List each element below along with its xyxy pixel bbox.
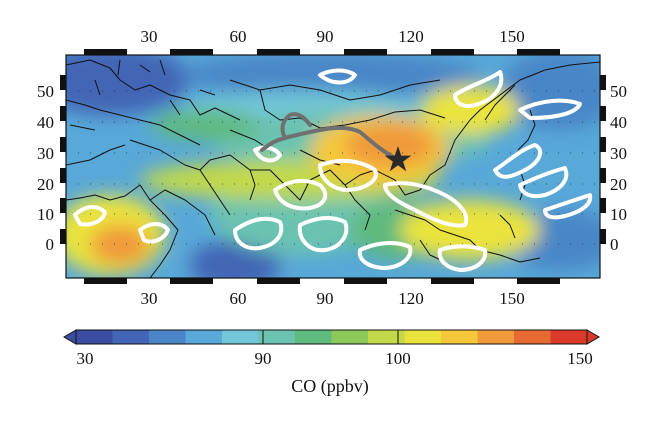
colorbar-ticks <box>262 330 399 344</box>
map-frame <box>65 54 601 279</box>
bottom-x-tick-label: 150 <box>499 289 525 308</box>
colorbar-segment <box>112 330 150 344</box>
colorbar-left-arrow <box>63 329 77 345</box>
bottom-x-tick-label: 90 <box>317 289 334 308</box>
top-x-tick-label: 150 <box>499 27 525 46</box>
bottom-x-tick-label: 60 <box>230 289 247 308</box>
top-x-tick-label: 90 <box>317 27 334 46</box>
colorbar-segment <box>477 330 515 344</box>
right-y-tick-label: 0 <box>610 235 619 254</box>
left-y-tick-label: 0 <box>46 235 55 254</box>
bottom-x-tick-label: 30 <box>141 289 158 308</box>
contour-lines <box>73 68 593 272</box>
colorbar-tick-label: 100 <box>385 349 411 368</box>
frame-ticks <box>60 49 606 284</box>
colorbar-tick-label: 30 <box>77 349 94 368</box>
top-x-tick-label: 120 <box>398 27 424 46</box>
colorbar-segment <box>514 330 551 344</box>
left-y-tick-label: 10 <box>37 205 54 224</box>
colorbar-segment <box>331 330 369 344</box>
coastlines <box>66 59 600 278</box>
colorbar-title: CO (ppbv) <box>291 376 369 397</box>
colorbar-tick-label: 150 <box>567 349 593 368</box>
left-y-tick-label: 20 <box>37 175 54 194</box>
colorbar-segment <box>441 330 478 344</box>
left-y-tick-label: 30 <box>37 144 54 163</box>
right-y-tick-label: 30 <box>610 144 627 163</box>
colorbar-segment <box>185 330 223 344</box>
right-y-tick-label: 40 <box>610 113 627 132</box>
trajectory-path <box>260 112 397 160</box>
colorbar-segment <box>222 330 259 344</box>
colorbar-frame <box>75 329 588 345</box>
colorbar-segment <box>258 330 296 344</box>
colorbar-segment <box>404 330 442 344</box>
left-y-tick-label: 40 <box>37 113 54 132</box>
right-y-tick-label: 10 <box>610 205 627 224</box>
star-icon <box>384 146 412 172</box>
left-y-tick-label: 50 <box>37 82 54 101</box>
colorbar-tick-label: 90 <box>255 349 272 368</box>
colorbar-segment <box>149 330 186 344</box>
colorbar-segment <box>550 330 588 344</box>
bottom-x-tick-label: 120 <box>398 289 424 308</box>
colorbar-segment <box>76 330 113 344</box>
colorbar-segment <box>295 330 332 344</box>
top-x-tick-label: 30 <box>141 27 158 46</box>
grid-dots <box>66 90 600 245</box>
top-x-tick-label: 60 <box>230 27 247 46</box>
colorbar-segment <box>368 330 405 344</box>
right-y-tick-label: 20 <box>610 175 627 194</box>
colorbar <box>76 330 588 344</box>
right-y-tick-label: 50 <box>610 82 627 101</box>
colorbar-right-arrow <box>586 329 600 345</box>
